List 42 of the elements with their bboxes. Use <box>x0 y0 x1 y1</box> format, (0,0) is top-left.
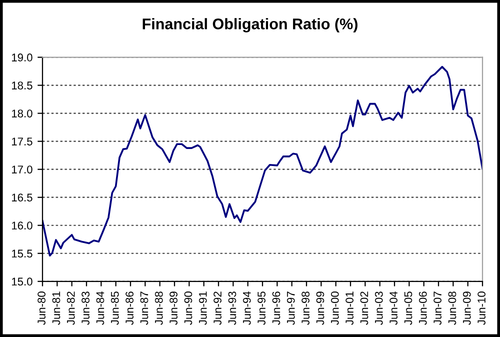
x-tick-label: Jun-00 <box>330 292 339 325</box>
x-tick-label: Jun-89 <box>170 292 178 325</box>
x-tick-label: Jun-93 <box>228 292 236 325</box>
x-tick-label: Jun-91 <box>198 292 207 325</box>
y-tick-label: 18.5 <box>12 82 32 90</box>
x-tick-label: Jun-99 <box>316 292 324 325</box>
y-tick-label: 17.0 <box>12 166 32 174</box>
x-tick-label: Jun-08 <box>448 292 456 325</box>
x-tick-label: Jun-86 <box>126 292 134 325</box>
y-tick-label: 15.5 <box>12 250 32 258</box>
x-tick-label: Jun-97 <box>286 292 295 325</box>
y-tick-label: 18.0 <box>12 110 32 118</box>
x-tick-label: Jun-10 <box>478 292 486 325</box>
x-tick-label: Jun-01 <box>346 292 354 325</box>
x-tick-label: Jun-04 <box>390 291 398 325</box>
x-tick-label: Jun-94 <box>242 291 251 325</box>
x-tick-label: Jun-02 <box>360 292 368 325</box>
x-tick-label: Jun-87 <box>140 292 148 325</box>
x-tick-label: Jun-09 <box>462 292 471 325</box>
x-tick-label: Jun-03 <box>374 292 383 325</box>
y-tick-label: 16.5 <box>12 194 32 202</box>
y-tick-label: 15.0 <box>12 278 32 286</box>
x-tick-label: Jun-80 <box>38 292 46 325</box>
chart-title: Financial Obligation Ratio (%) <box>142 18 358 32</box>
x-tick-label: Jun-92 <box>214 292 222 325</box>
x-tick-label: Jun-05 <box>404 292 412 325</box>
x-tick-label: Jun-84 <box>96 291 104 325</box>
x-tick-label: Jun-95 <box>258 292 266 325</box>
y-tick-label: 16.0 <box>12 222 32 230</box>
x-tick-label: Jun-83 <box>82 292 90 325</box>
y-tick-label: 19.0 <box>12 54 32 62</box>
x-tick-label: Jun-06 <box>418 292 427 325</box>
x-tick-label: Jun-96 <box>272 292 280 325</box>
x-tick-label: Jun-07 <box>434 292 442 325</box>
x-tick-label: Jun-85 <box>110 292 119 325</box>
x-tick-label: Jun-88 <box>154 292 163 325</box>
x-tick-label: Jun-90 <box>184 292 192 325</box>
line-series <box>42 66 482 257</box>
y-tick-label: 17.5 <box>12 138 32 146</box>
x-tick-label: Jun-81 <box>52 292 60 325</box>
x-tick-label: Jun-82 <box>66 292 75 325</box>
x-tick-label: Jun-98 <box>302 292 310 325</box>
